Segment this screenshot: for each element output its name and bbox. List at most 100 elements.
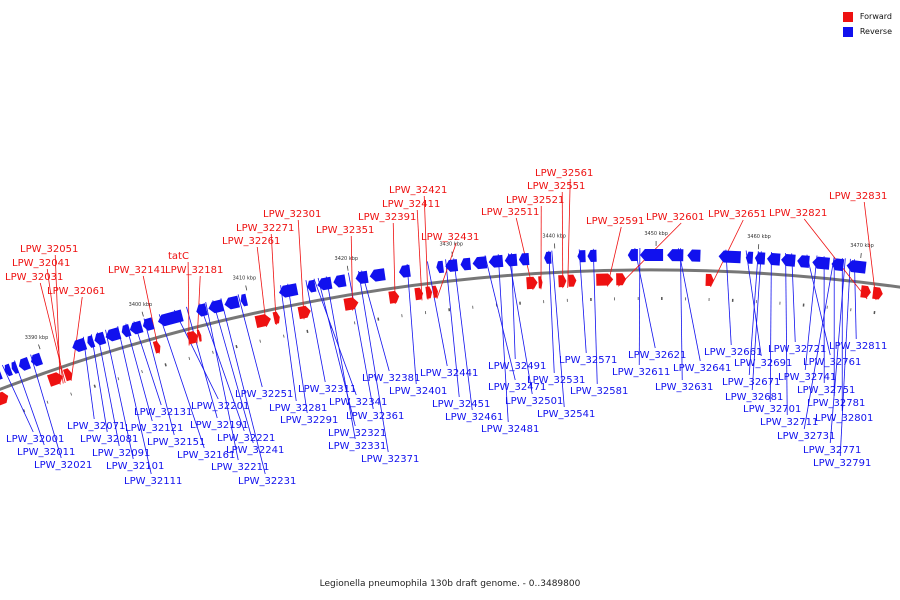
gene-label[interactable]: LPW_32041 <box>12 258 70 269</box>
reverse-gene-block[interactable] <box>587 249 597 262</box>
gene-label[interactable]: LPW_32621 <box>628 350 686 361</box>
reverse-gene-block[interactable] <box>121 324 132 338</box>
reverse-gene-block[interactable] <box>307 279 317 293</box>
reverse-gene-block[interactable] <box>317 276 333 291</box>
forward-gene-block[interactable] <box>568 274 577 287</box>
gene-label[interactable]: LPW_32321 <box>328 428 386 439</box>
gene-label[interactable]: LPW_32821 <box>769 208 827 219</box>
forward-gene-block[interactable] <box>425 286 433 299</box>
gene-label[interactable]: LPW_32441 <box>420 368 478 379</box>
legend-reverse[interactable]: Reverse <box>842 24 892 39</box>
reverse-gene-block[interactable] <box>767 253 781 266</box>
gene-label[interactable]: LPW_32191 <box>190 420 248 431</box>
legend-forward[interactable]: Forward <box>842 9 892 24</box>
reverse-gene-block[interactable] <box>196 303 208 317</box>
gene-label[interactable]: LPW_32031 <box>5 272 63 283</box>
reverse-gene-block[interactable] <box>460 257 472 271</box>
gene-label[interactable]: LPW_32721 <box>768 344 826 355</box>
reverse-gene-block[interactable] <box>577 250 586 263</box>
gene-label[interactable]: LPW_32211 <box>211 462 269 473</box>
gene-label[interactable]: LPW_32261 <box>222 236 280 247</box>
forward-gene-block[interactable] <box>538 276 543 289</box>
gene-label[interactable]: LPW_32381 <box>362 373 420 384</box>
gene-label[interactable]: LPW_32341 <box>329 397 387 408</box>
gene-label[interactable]: LPW_32131 <box>134 407 192 418</box>
reverse-gene-block[interactable] <box>142 317 155 331</box>
forward-gene-block[interactable] <box>196 329 202 342</box>
reverse-gene-block[interactable] <box>504 253 518 267</box>
reverse-gene-block[interactable] <box>279 283 299 298</box>
gene-label[interactable]: LPW_32421 <box>389 185 447 196</box>
reverse-gene-block[interactable] <box>158 309 184 327</box>
gene-label[interactable]: LPW_32461 <box>445 412 503 423</box>
gene-label[interactable]: LPW_32831 <box>829 191 887 202</box>
forward-gene-block[interactable] <box>558 275 567 288</box>
gene-label[interactable]: LPW_32741 <box>778 372 836 383</box>
reverse-gene-block[interactable] <box>18 357 31 371</box>
forward-gene-block[interactable] <box>872 286 883 300</box>
gene-label[interactable]: LPW_32241 <box>226 445 284 456</box>
gene-label[interactable]: LPW_32021 <box>34 460 92 471</box>
reverse-gene-block[interactable] <box>472 256 488 270</box>
reverse-gene-block[interactable] <box>846 260 867 274</box>
forward-gene-block[interactable] <box>272 311 280 325</box>
gene-label[interactable]: LPW_32801 <box>815 413 873 424</box>
gene-label[interactable]: LPW_32701 <box>743 404 801 415</box>
gene-label[interactable]: LPW_32111 <box>124 476 182 487</box>
forward-gene-block[interactable] <box>705 273 714 286</box>
gene-label[interactable]: LPW_32481 <box>481 424 539 435</box>
gene-label[interactable]: LPW_32681 <box>725 392 783 403</box>
reverse-gene-block[interactable] <box>754 252 766 265</box>
forward-gene-block[interactable] <box>414 287 424 301</box>
gene-label[interactable]: LPW_32711 <box>760 417 818 428</box>
forward-gene-block[interactable] <box>860 285 871 298</box>
gene-label[interactable]: LPW_32311 <box>298 384 356 395</box>
gene-label[interactable]: LPW_32561 <box>535 168 593 179</box>
gene-label[interactable]: LPW_32521 <box>506 195 564 206</box>
reverse-gene-block[interactable] <box>812 256 830 270</box>
gene-label[interactable]: LPW_32151 <box>147 437 205 448</box>
reverse-gene-block[interactable] <box>31 352 43 367</box>
reverse-gene-block[interactable] <box>333 274 347 288</box>
gene-label[interactable]: LPW_32811 <box>829 341 887 352</box>
reverse-gene-block[interactable] <box>399 264 411 278</box>
gene-label[interactable]: LPW_32121 <box>125 423 183 434</box>
reverse-gene-block[interactable] <box>745 251 754 264</box>
gene-label[interactable]: LPW_32631 <box>655 382 713 393</box>
reverse-gene-block[interactable] <box>129 320 144 335</box>
gene-label[interactable]: LPW_32291 <box>280 415 338 426</box>
gene-label[interactable]: LPW_32751 <box>797 385 855 396</box>
gene-label[interactable]: LPW_32061 <box>47 286 105 297</box>
reverse-gene-block[interactable] <box>72 337 88 352</box>
gene-label[interactable]: LPW_32431 <box>421 232 479 243</box>
reverse-gene-block[interactable] <box>488 254 504 268</box>
reverse-gene-block[interactable] <box>445 259 459 272</box>
reverse-gene-block[interactable] <box>94 331 107 346</box>
forward-gene-block[interactable] <box>432 285 438 298</box>
reverse-gene-block[interactable] <box>667 249 684 262</box>
gene-label[interactable]: LPW_32551 <box>527 181 585 192</box>
gene-label[interactable]: LPW_32081 <box>80 434 138 445</box>
gene-label[interactable]: LPW_32231 <box>238 476 296 487</box>
forward-gene-block[interactable] <box>254 314 271 328</box>
forward-gene-block[interactable] <box>596 273 614 286</box>
gene-label[interactable]: LPW_32101 <box>106 461 164 472</box>
gene-label[interactable]: LPW_32281 <box>269 403 327 414</box>
reverse-gene-block[interactable] <box>544 251 552 264</box>
gene-label[interactable]: LPW_32201 <box>191 401 249 412</box>
gene-label[interactable]: LPW_32691 <box>734 358 792 369</box>
reverse-gene-block[interactable] <box>4 363 13 377</box>
gene-label[interactable]: LPW_32661 <box>704 347 762 358</box>
reverse-gene-block[interactable] <box>0 367 3 381</box>
gene-label[interactable]: LPW_32651 <box>708 209 766 220</box>
gene-label[interactable]: LPW_32531 <box>527 375 585 386</box>
gene-label[interactable]: LPW_32571 <box>559 355 617 366</box>
forward-gene-block[interactable] <box>343 297 359 311</box>
gene-label[interactable]: LPW_32791 <box>813 458 871 469</box>
gene-label[interactable]: LPW_32731 <box>777 431 835 442</box>
gene-label[interactable]: LPW_32091 <box>92 448 150 459</box>
gene-label[interactable]: LPW_32251 <box>235 389 293 400</box>
reverse-gene-block[interactable] <box>105 327 122 342</box>
reverse-gene-block[interactable] <box>831 258 845 272</box>
forward-gene-block[interactable] <box>186 331 199 345</box>
